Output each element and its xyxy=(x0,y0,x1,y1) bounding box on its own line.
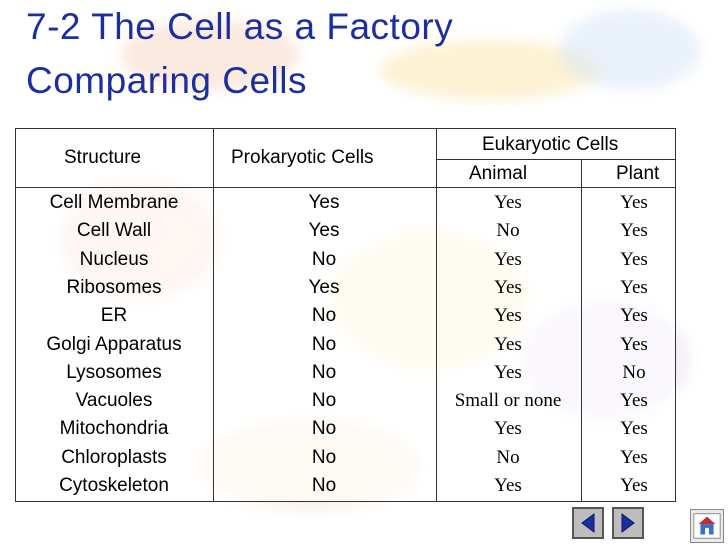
column-divider xyxy=(213,129,214,501)
cell-animal: Yes xyxy=(494,248,522,270)
cell-plant: Yes xyxy=(620,418,648,440)
table-row: Mitochondria No Yes Yes xyxy=(16,416,675,444)
cell-structure: Cytoskeleton xyxy=(59,475,169,496)
cell-prokaryotic: No xyxy=(311,446,337,468)
cell-structure: Vacuoles xyxy=(75,390,153,412)
cell-plant: Yes xyxy=(620,192,648,213)
page-subtitle: Comparing Cells xyxy=(26,60,307,101)
cell-animal: No xyxy=(496,446,520,468)
cell-prokaryotic: No xyxy=(311,418,337,440)
cell-prokaryotic: Yes xyxy=(308,276,340,298)
cell-structure: ER xyxy=(100,305,128,327)
cell-animal: Small or none xyxy=(454,390,562,412)
cell-structure: Ribosomes xyxy=(66,276,162,298)
cell-structure: Chloroplasts xyxy=(61,446,167,468)
prev-slide-button[interactable] xyxy=(572,507,604,539)
table-row: Lysosomes No Yes No xyxy=(16,360,675,388)
cell-plant: Yes xyxy=(620,475,648,496)
cell-prokaryotic: No xyxy=(311,475,337,496)
cell-animal: Yes xyxy=(494,305,522,327)
cell-plant: Yes xyxy=(620,220,648,242)
column-divider xyxy=(581,159,582,501)
header-plant: Plant xyxy=(616,163,660,184)
column-divider xyxy=(436,129,437,501)
cell-structure: Cell Wall xyxy=(76,220,152,242)
cell-prokaryotic: No xyxy=(311,390,337,412)
table-row: Cell Wall Yes No Yes xyxy=(16,218,675,246)
comparison-table: Structure Prokaryotic Cells Eukaryotic C… xyxy=(15,128,676,502)
header-eukaryotic: Eukaryotic Cells xyxy=(482,134,619,155)
page-title: 7-2 The Cell as a Factory xyxy=(26,6,454,47)
table-row: ER No Yes Yes xyxy=(16,303,675,331)
cell-prokaryotic: No xyxy=(311,305,337,327)
cell-prokaryotic: Yes xyxy=(308,220,340,242)
triangle-right-icon xyxy=(621,513,635,533)
cell-animal: Yes xyxy=(494,333,522,355)
cell-prokaryotic: No xyxy=(311,248,337,270)
table-row: Golgi Apparatus No Yes Yes xyxy=(16,332,675,360)
home-icon xyxy=(691,510,723,542)
cell-animal: Yes xyxy=(494,276,522,298)
cell-structure: Golgi Apparatus xyxy=(46,333,182,355)
cell-animal: Yes xyxy=(494,475,522,496)
table-row: Vacuoles No Small or none Yes xyxy=(16,388,675,416)
triangle-left-icon xyxy=(581,513,595,533)
cell-prokaryotic: No xyxy=(311,361,337,383)
cell-plant: Yes xyxy=(620,333,648,355)
table-row: Ribosomes Yes Yes Yes xyxy=(16,275,675,303)
header-prokaryotic: Prokaryotic Cells xyxy=(231,147,374,168)
table-row: Nucleus No Yes Yes xyxy=(16,247,675,275)
eukaryotic-divider xyxy=(436,159,675,160)
header-structure: Structure xyxy=(64,147,142,168)
table-row: Cytoskeleton No Yes Yes xyxy=(16,473,675,501)
cell-plant: Yes xyxy=(620,446,648,468)
cell-plant: Yes xyxy=(620,248,648,270)
cell-structure: Cell Membrane xyxy=(49,192,179,213)
cell-plant: No xyxy=(622,361,646,383)
cell-prokaryotic: Yes xyxy=(308,192,340,213)
cell-structure: Mitochondria xyxy=(59,418,169,440)
cell-plant: Yes xyxy=(620,276,648,298)
table-header-row xyxy=(16,129,675,188)
cell-prokaryotic: No xyxy=(311,333,337,355)
table-row: Cell Membrane Yes Yes Yes xyxy=(16,190,675,218)
header-animal: Animal xyxy=(469,163,528,184)
cell-plant: Yes xyxy=(620,305,648,327)
cell-structure: Nucleus xyxy=(79,248,149,270)
cell-structure: Lysosomes xyxy=(66,361,162,383)
table-row: Chloroplasts No No Yes xyxy=(16,445,675,473)
home-button[interactable] xyxy=(690,509,724,543)
cell-animal: No xyxy=(496,220,520,242)
cell-animal: Yes xyxy=(494,361,522,383)
cell-animal: Yes xyxy=(494,192,522,213)
cell-animal: Yes xyxy=(494,418,522,440)
cell-plant: Yes xyxy=(620,390,648,412)
next-slide-button[interactable] xyxy=(612,507,644,539)
